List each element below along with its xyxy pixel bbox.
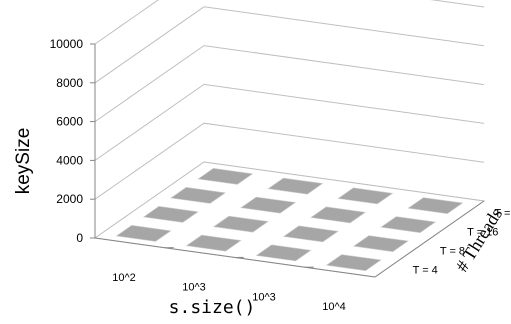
bar-top [352, 235, 409, 253]
bar [337, 187, 394, 205]
z-axis-line [374, 200, 485, 278]
y-tick-labels: 0 2000 4000 6000 8000 10000 [50, 37, 95, 245]
gridline [94, 0, 485, 45]
bar-top [197, 167, 254, 185]
bar-top [267, 177, 324, 195]
y-tick-label: 6000 [56, 115, 83, 129]
bar [185, 234, 242, 252]
y-axis-label: keySize [13, 128, 34, 195]
y-tick-label: 2000 [56, 192, 83, 206]
bar-top [337, 187, 394, 205]
bar [212, 215, 269, 233]
z-tick-label: T = 16 [467, 227, 498, 239]
y-tick-label: 10000 [50, 37, 84, 51]
bar [310, 206, 367, 224]
z-tick-label: T = 32 [494, 208, 511, 220]
y-tick-label: 4000 [56, 153, 83, 167]
bar [142, 205, 199, 223]
bar [255, 244, 312, 262]
bar-top [407, 197, 464, 215]
z-tick-label: T = 4 [413, 265, 438, 277]
bar [407, 197, 464, 215]
bar-top [282, 225, 339, 243]
bar [115, 224, 172, 242]
bar-top [212, 215, 269, 233]
z-tick-labels: T = 4T = 8T = 16 T = 32 [413, 208, 511, 277]
y-tick-label: 0 [76, 231, 83, 245]
bar [197, 167, 254, 185]
bar [325, 254, 382, 272]
bar-top [142, 205, 199, 223]
x-tick-label: 10^4 [322, 301, 346, 313]
x-tick-labels: 10^2 10^3 10^3 10^4 [112, 272, 346, 313]
bar [170, 186, 227, 204]
x-tick-label: 10^3 [182, 282, 206, 294]
gridline [94, 45, 485, 123]
bar [282, 225, 339, 243]
bar-top [310, 206, 367, 224]
bar-top [240, 196, 297, 214]
y-tick-label: 8000 [56, 76, 83, 90]
bar-top [255, 244, 312, 262]
gridline [94, 83, 485, 161]
bar [352, 235, 409, 253]
x-tick-label: 10^2 [112, 272, 136, 284]
axes [94, 44, 485, 278]
z-tick-label: T = 8 [440, 246, 465, 258]
gridline [94, 6, 485, 84]
bar-top [170, 186, 227, 204]
bar-top [115, 224, 172, 242]
bar [380, 216, 437, 234]
bar-top [325, 254, 382, 272]
bar-top [185, 234, 242, 252]
bar-top [380, 216, 437, 234]
x-tick-label: 10^3 [252, 291, 276, 303]
bar [267, 177, 324, 195]
bar-group [115, 167, 464, 272]
x-axis-label: s.size() [169, 297, 256, 318]
bar [240, 196, 297, 214]
gridline [94, 122, 485, 200]
